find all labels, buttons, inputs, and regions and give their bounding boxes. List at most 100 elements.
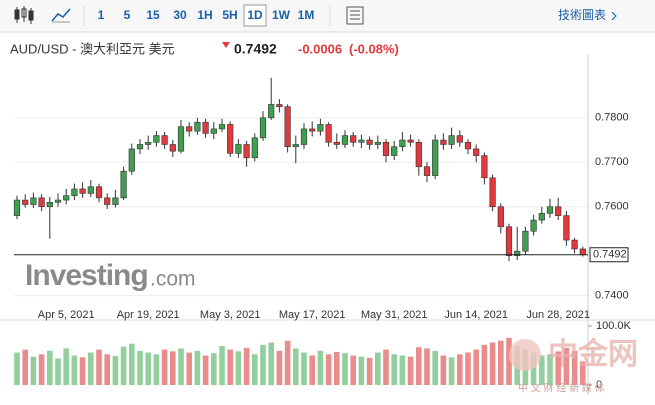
watermark-cn: 中金网	[548, 337, 638, 371]
candle-body	[235, 144, 242, 154]
interval-button[interactable]: 1H	[197, 8, 212, 22]
candle-body	[399, 139, 406, 148]
candle-body	[276, 104, 283, 107]
volume-bar	[14, 352, 20, 385]
volume-bar	[88, 352, 94, 385]
volume-bar	[366, 357, 373, 385]
volume-bar	[383, 349, 389, 385]
candle-body	[571, 239, 578, 250]
candle-body	[489, 177, 496, 208]
volume-bar	[63, 348, 69, 385]
symbol: AUD/USD - 澳大利亞元 美元	[10, 41, 175, 56]
watermark-suffix: .com	[150, 268, 196, 291]
volume-bar	[580, 361, 586, 385]
change: -0.0006	[298, 41, 342, 56]
volume-bar	[55, 358, 61, 385]
volume-bar	[555, 351, 561, 385]
volume-bar	[293, 348, 299, 385]
down-arrow	[222, 42, 230, 48]
candle-body	[374, 141, 381, 145]
volume-bar	[268, 342, 274, 385]
interval-button[interactable]: 30	[173, 8, 187, 22]
x-tick-label: Apr 5, 2021	[38, 309, 95, 321]
candle-body	[448, 135, 455, 145]
chevron	[611, 11, 617, 21]
volume-bar	[375, 352, 381, 385]
tech-chart-link[interactable]: 技術圖表	[558, 8, 606, 22]
volume-tick-label: 0	[596, 379, 602, 391]
volume-bar	[211, 353, 217, 385]
interval-button[interactable]: 1M	[298, 8, 315, 22]
change-pct: (-0.08%)	[349, 41, 399, 56]
candle-body	[87, 186, 94, 194]
candle-body	[136, 144, 144, 150]
candle-body	[464, 141, 472, 150]
watermark-cn-sub: 中 文 财 经 新 媒 体	[518, 382, 605, 395]
volume-bar	[399, 355, 406, 385]
candle-body	[497, 206, 504, 228]
y-tick-label: 0.7400	[595, 290, 629, 302]
volume-bar	[407, 356, 414, 385]
volume-bar	[309, 355, 315, 385]
volume-bar	[530, 352, 537, 385]
volume-bar	[153, 354, 160, 385]
volume-bar	[391, 354, 397, 385]
volume-bar	[506, 337, 512, 385]
candle-body	[268, 104, 275, 119]
candle-body	[382, 141, 390, 156]
candle-body	[112, 197, 119, 205]
candle-body	[161, 135, 168, 145]
candle-body	[145, 141, 152, 145]
x-tick-label: Jun 14, 2021	[444, 309, 508, 321]
volume-bar	[571, 350, 578, 385]
candle-body	[391, 146, 398, 156]
volume-bar	[424, 348, 430, 385]
volume-bar	[252, 354, 258, 385]
volume-bar	[145, 352, 151, 385]
candle-body	[366, 139, 373, 145]
candle-body	[563, 215, 570, 241]
candle-icon[interactable]	[14, 6, 34, 24]
candle-body	[194, 121, 201, 132]
interval-button[interactable]: 1D	[247, 8, 263, 22]
candle-body	[546, 206, 554, 214]
interval-button[interactable]: 5	[124, 8, 131, 22]
selected-box	[243, 4, 267, 27]
candle-body	[407, 139, 414, 143]
candle-body	[218, 124, 226, 130]
volume-bar	[38, 354, 45, 385]
volume-bar	[170, 351, 176, 385]
interval-button[interactable]: 1W	[272, 8, 291, 22]
candle-body	[128, 148, 135, 172]
volume-bar	[416, 347, 422, 385]
volume-bar	[22, 349, 28, 385]
volume-bar	[112, 356, 119, 385]
candle-body	[423, 166, 431, 176]
x-tick-label: May 3, 2021	[200, 309, 261, 321]
candle-body	[358, 139, 365, 143]
interval-button[interactable]: 1	[98, 8, 105, 22]
candle-body	[555, 206, 562, 216]
candle-body	[95, 186, 103, 199]
volume-bar	[342, 353, 348, 385]
volume-bar	[47, 350, 53, 385]
candle-body	[514, 250, 521, 256]
volume-bar	[465, 352, 471, 385]
candle-body	[350, 135, 357, 143]
volume-bar	[563, 347, 570, 385]
line-icon[interactable]	[51, 8, 71, 23]
y-tick-label: 0.7600	[595, 201, 629, 213]
interval-button[interactable]: 15	[146, 8, 160, 22]
settings-icon[interactable]	[346, 6, 364, 25]
interval-button[interactable]: 5H	[222, 8, 237, 22]
candle-body	[456, 135, 463, 143]
candle-body	[415, 141, 422, 168]
candle-body	[579, 248, 586, 256]
volume-bar	[137, 350, 143, 385]
candle-body	[63, 195, 70, 201]
last-price-label: 0.7492	[593, 249, 627, 261]
volume-bar	[481, 344, 488, 385]
y-tick-label: 0.7800	[595, 112, 629, 124]
candle-body	[13, 199, 21, 216]
